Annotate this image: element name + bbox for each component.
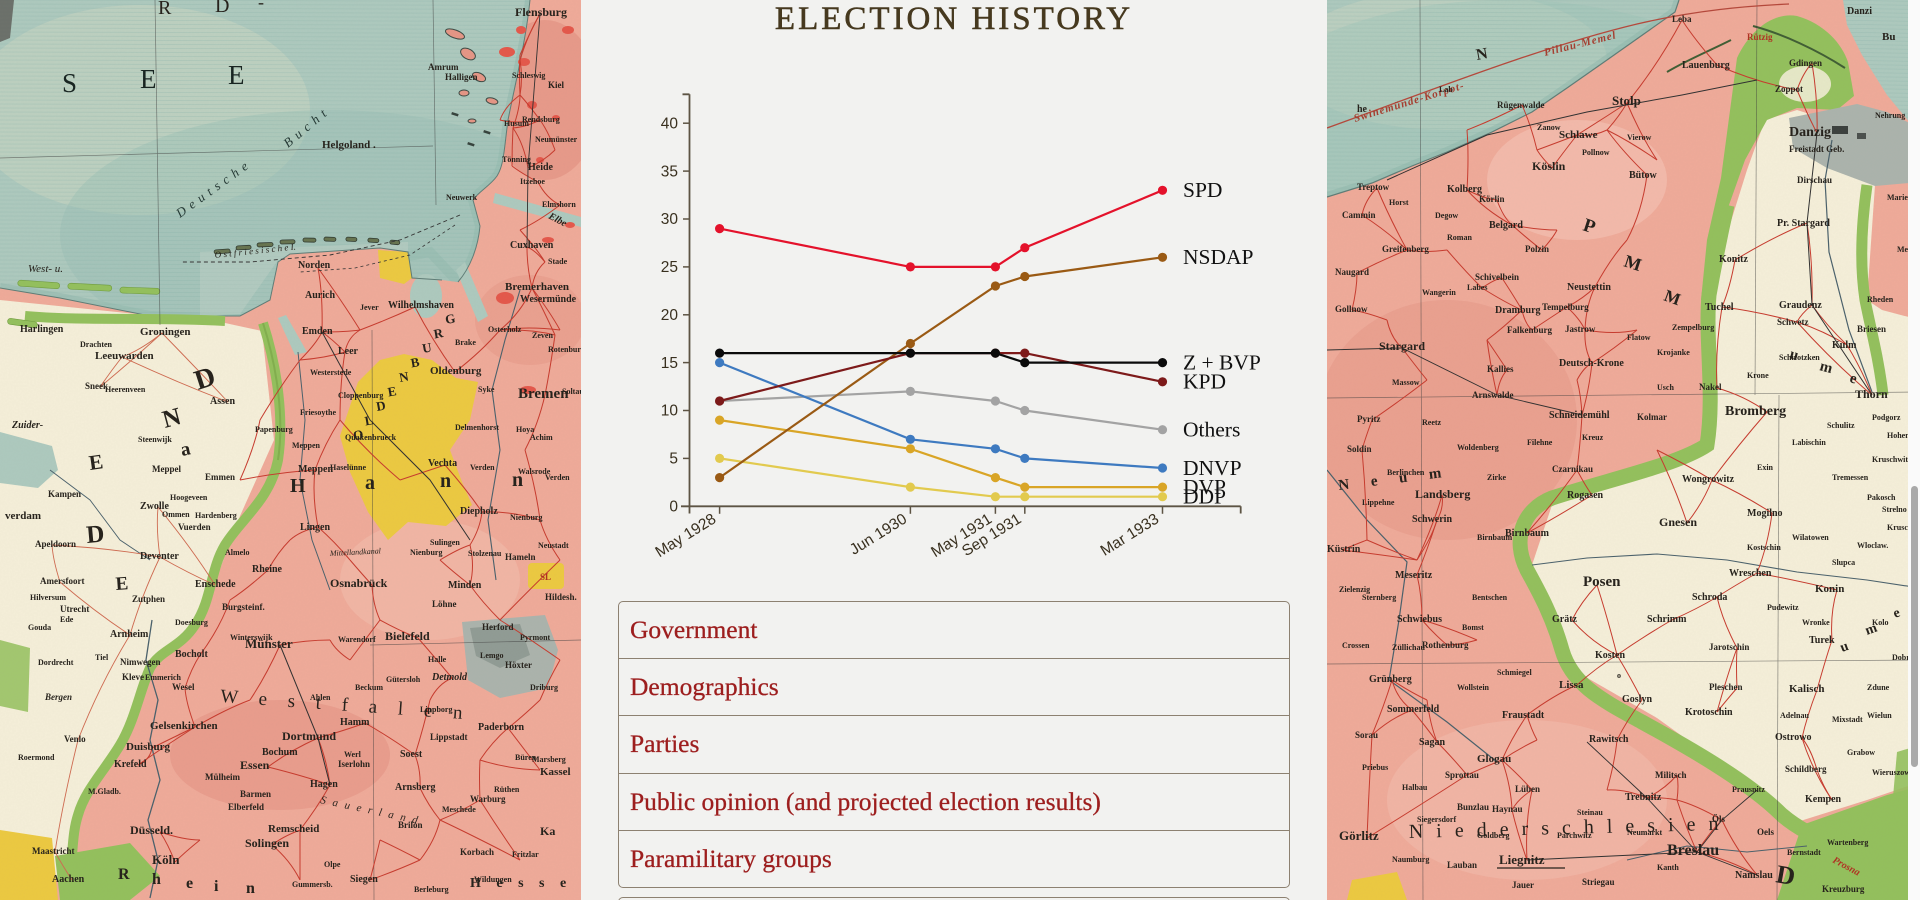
svg-text:30: 30 [661, 211, 679, 228]
svg-text:25: 25 [661, 259, 678, 276]
svg-text:Mar 1933: Mar 1933 [1098, 510, 1163, 559]
svg-text:40: 40 [661, 115, 679, 132]
svg-text:DDP: DDP [1183, 485, 1226, 509]
svg-text:5: 5 [669, 451, 678, 468]
svg-text:35: 35 [661, 163, 678, 180]
svg-text:SPD: SPD [1183, 178, 1222, 202]
svg-text:Others: Others [1183, 418, 1240, 442]
svg-text:Z + BVP: Z + BVP [1183, 350, 1261, 374]
svg-text:Jun 1930: Jun 1930 [847, 510, 910, 558]
svg-text:NSDAP: NSDAP [1183, 245, 1254, 269]
svg-text:15: 15 [661, 355, 678, 372]
svg-text:DNVP: DNVP [1183, 456, 1242, 480]
svg-text:KPD: KPD [1183, 370, 1226, 394]
svg-text:May 1928: May 1928 [652, 510, 719, 560]
svg-text:10: 10 [661, 403, 679, 420]
svg-text:DVP: DVP [1183, 475, 1226, 499]
svg-text:0: 0 [669, 499, 678, 516]
svg-text:20: 20 [661, 307, 679, 324]
